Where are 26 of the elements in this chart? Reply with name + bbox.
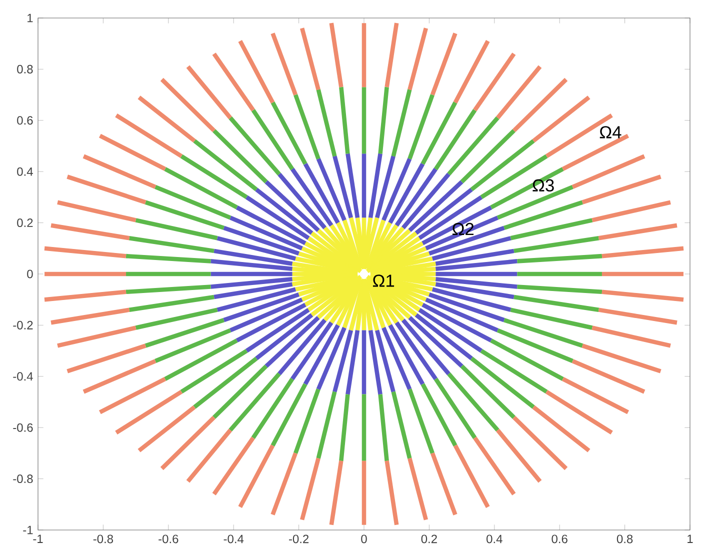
x-tick-label: -0.8 [93,534,114,544]
x-tick-label: -1 [33,534,43,543]
annotation: Ω2 [452,222,474,235]
x-tick-label: 0.4 [486,534,502,544]
y-tick-label: 0.6 [17,116,33,125]
y-tick-label: -0.2 [13,320,33,330]
x-tick-label: -0.4 [224,534,244,544]
x-tick-label: -0.2 [289,534,309,544]
y-tick-label: -1 [23,526,33,534]
y-tick-label: 0.8 [17,64,33,74]
y-tick-label: 0 [27,270,33,278]
annotation: Ω1 [372,274,394,287]
x-tick-label: 0 [361,534,367,544]
y-tick-label: -0.8 [13,474,33,484]
y-tick-label: 0.4 [17,167,33,176]
annotation: Ω3 [532,179,554,192]
y-tick-label: 1 [28,14,33,22]
x-tick-label: -0.6 [158,534,178,544]
y-tick-label: -0.4 [13,372,33,381]
x-tick-label: 0.2 [421,534,437,544]
x-tick-label: 0.6 [552,534,568,544]
annotation: Ω4 [600,126,622,138]
y-tick-label: 0.2 [17,218,33,228]
x-tick-label: 0.8 [616,534,633,544]
y-tick-label: -0.6 [13,423,33,432]
x-tick-label: 1 [688,534,693,543]
